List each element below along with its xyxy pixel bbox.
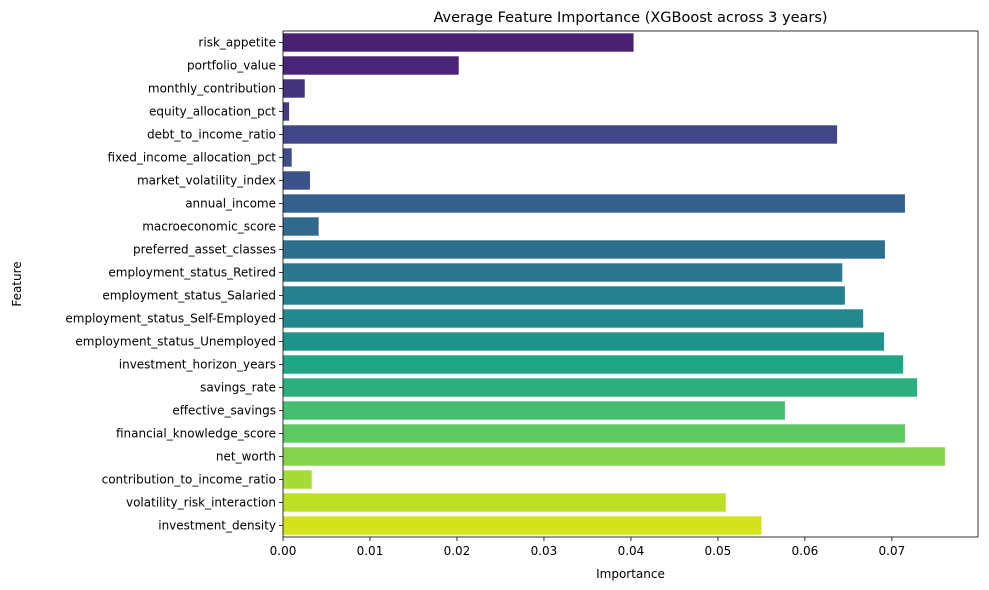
bar-employment_status_Self-Employed [283, 309, 864, 328]
x-tick-label: 0.06 [792, 544, 819, 558]
bar-savings_rate [283, 378, 918, 397]
bar-net_worth [283, 447, 945, 466]
bar-debt_to_income_ratio [283, 125, 838, 144]
y-tick-label: employment_status_Self-Employed [65, 312, 276, 326]
bar-macroeconomic_score [283, 217, 319, 236]
x-tick-label: 0.01 [357, 544, 384, 558]
x-tick-label: 0.05 [705, 544, 732, 558]
y-tick-label: investment_density [158, 519, 276, 533]
bar-fixed_income_allocation_pct [283, 148, 292, 167]
y-tick-label: employment_status_Salaried [102, 289, 276, 303]
bar-market_volatility_index [283, 171, 310, 190]
y-tick-label: annual_income [185, 197, 276, 211]
x-tick-label: 0.04 [618, 544, 645, 558]
axes-layer: risk_appetite portfolio_value monthly_cont… [65, 30, 979, 558]
plot-frame [282, 30, 979, 538]
y-tick-label: macroeconomic_score [142, 220, 276, 234]
y-tick-label: fixed_income_allocation_pct [108, 151, 277, 165]
x-tick-label: 0.02 [444, 544, 471, 558]
y-tick-label: preferred_asset_classes [133, 243, 276, 257]
y-tick-label: market_volatility_index [137, 174, 276, 188]
bar-preferred_asset_classes [283, 240, 885, 259]
bar-portfolio_value [283, 56, 459, 75]
bar-volatility_risk_interaction [283, 493, 726, 512]
x-tick-label: 0.07 [879, 544, 906, 558]
bar-investment_horizon_years [283, 355, 904, 374]
bar-annual_income [283, 194, 905, 213]
y-tick-label: volatility_risk_interaction [126, 496, 276, 510]
bar-effective_savings [283, 401, 785, 420]
bar-employment_status_Retired [283, 263, 843, 282]
bar-monthly_contribution [283, 79, 305, 98]
bar-contribution_to_income_ratio [283, 470, 312, 489]
y-tick-label: monthly_contribution [148, 82, 276, 96]
x-axis-label: Importance [596, 567, 665, 581]
bar-investment_density [283, 516, 762, 535]
y-tick-label: contribution_to_income_ratio [102, 473, 276, 487]
x-tick-label: 0.00 [270, 544, 297, 558]
bar-risk_appetite [283, 33, 634, 52]
y-tick-label: equity_allocation_pct [149, 105, 276, 119]
y-tick-label: debt_to_income_ratio [147, 128, 276, 142]
y-tick-label: investment_horizon_years [119, 358, 276, 372]
y-tick-label: employment_status_Unemployed [75, 335, 276, 349]
bars-layer [283, 33, 945, 535]
bar-employment_status_Unemployed [283, 332, 885, 351]
y-tick-label: portfolio_value [187, 59, 276, 73]
y-tick-label: employment_status_Retired [108, 266, 276, 280]
y-tick-label: savings_rate [200, 381, 276, 395]
bar-employment_status_Salaried [283, 286, 845, 305]
y-tick-label: net_worth [216, 450, 276, 464]
chart-title: Average Feature Importance (XGBoost acro… [433, 10, 827, 26]
bar-equity_allocation_pct [283, 102, 290, 121]
bar-financial_knowledge_score [283, 424, 905, 443]
y-axis-label: Feature [10, 261, 24, 306]
y-tick-label: risk_appetite [198, 36, 276, 50]
y-tick-label: financial_knowledge_score [116, 427, 276, 441]
x-tick-label: 0.03 [531, 544, 558, 558]
y-tick-label: effective_savings [172, 404, 276, 418]
